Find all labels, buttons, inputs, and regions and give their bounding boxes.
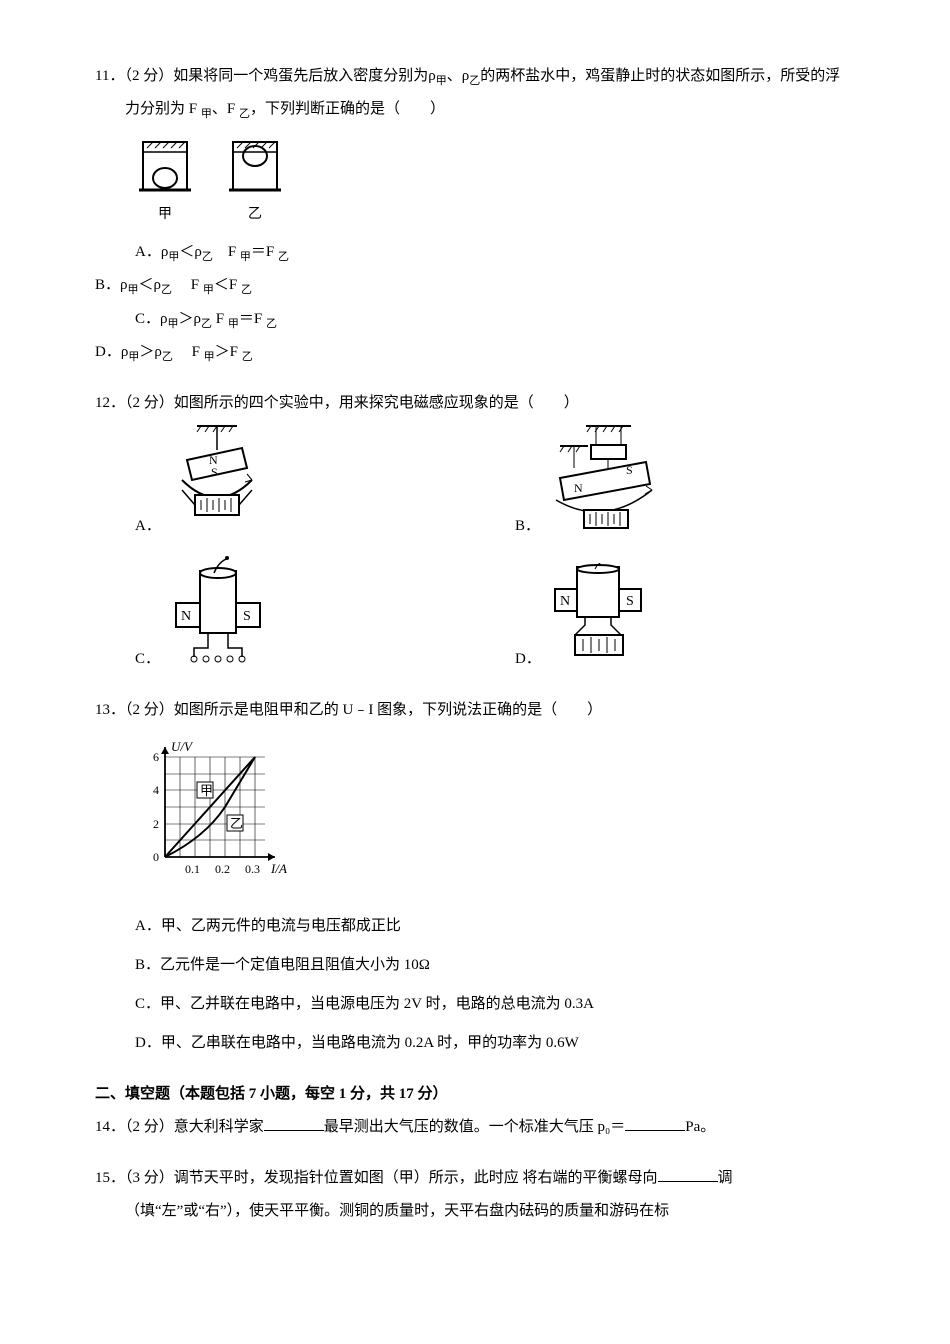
svg-text:U/V: U/V [171,739,194,754]
q13-number: 13．（2 分） [95,702,174,718]
q11-option-d: D．ρ甲＞ρ乙 F 甲＞F 乙 [95,336,475,369]
section-2-header: 二、填空题（本题包括 7 小题，每空 1 分，共 17 分） [95,1078,855,1111]
q12-stem: 12．（2 分）如图所示的四个实验中，用来探究电磁感应现象的是（ ） [95,387,855,420]
question-11: 11．（2 分）如果将同一个鸡蛋先后放入密度分别为ρ甲、ρ乙的两杯盐水中，鸡蛋静… [95,60,855,369]
q12-figure-d: N S [547,563,657,676]
q13-option-a: A．甲、乙两元件的电流与电压都成正比 [135,910,855,943]
series-jia-label: 甲 [200,783,213,798]
q14-number: 14．（2 分） [95,1119,174,1135]
q13-stem: 13．（2 分）如图所示是电阻甲和乙的 U﹣I 图象，下列说法正确的是（ ） [95,694,855,727]
blank [658,1166,718,1182]
svg-text:S: S [243,609,251,624]
q12-number: 12．（2 分） [95,395,174,411]
beaker-jia-label: 甲 [135,200,195,231]
q12-label-d: D． [515,643,541,676]
q13-option-c: C．甲、乙并联在电路中，当电源电压为 2V 时，电路的总电流为 0.3A [135,988,855,1021]
svg-text:0: 0 [153,850,159,864]
svg-text:N: N [181,609,191,624]
svg-text:S: S [626,463,633,477]
svg-text:I/A: I/A [270,861,287,876]
svg-text:6: 6 [153,750,159,764]
blank [625,1115,685,1131]
beaker-yi: 乙 [225,136,285,231]
q13-graph: 甲 乙 0 2 4 6 0.1 0.2 0.3 U/V I/A [135,737,855,900]
question-14: 14．（2 分）意大利科学家最早测出大气压的数值。一个标准大气压 p₀＝Pa。 [95,1111,855,1144]
q13-options: A．甲、乙两元件的电流与电压都成正比 B．乙元件是一个定值电阻且阻值大小为 10… [95,910,855,1060]
q13-option-d: D．甲、乙串联在电路中，当电路电流为 0.2A 时，甲的功率为 0.6W [135,1027,855,1060]
q12-figure-a: N S [167,420,277,543]
question-13: 13．（2 分）如图所示是电阻甲和乙的 U﹣I 图象，下列说法正确的是（ ） [95,694,855,1060]
blank [264,1115,324,1131]
question-12: 12．（2 分）如图所示的四个实验中，用来探究电磁感应现象的是（ ） A． N … [95,387,855,676]
q11-option-c: C．ρ甲＞ρ乙 F 甲＝F 乙 [95,303,515,336]
q15-number: 15．（3 分） [95,1170,174,1186]
svg-text:N: N [560,594,570,609]
svg-text:S: S [211,465,218,479]
q12-row1: A． N S [95,420,855,543]
question-15: 15．（3 分）调节天平时，发现指针位置如图（甲）所示，此时应 将右端的平衡螺母… [95,1162,855,1228]
q11-number: 11．（2 分） [95,68,173,84]
svg-text:2: 2 [153,817,159,831]
q12-label-b: B． [515,510,540,543]
svg-text:0.2: 0.2 [215,862,230,876]
q12-figure-c: N S [166,553,276,676]
beaker-jia-svg [135,136,195,196]
svg-text:4: 4 [153,783,159,797]
beaker-yi-label: 乙 [225,200,285,231]
q11-figure: 甲 乙 [135,136,855,231]
q11-option-a: A．ρ甲＜ρ乙 F 甲＝F 乙 [95,236,515,269]
q11-stem: 11．（2 分）如果将同一个鸡蛋先后放入密度分别为ρ甲、ρ乙的两杯盐水中，鸡蛋静… [95,60,855,126]
svg-text:N: N [574,481,583,495]
q11-option-b: B．ρ甲＜ρ乙 F 甲＜F 乙 [95,269,475,302]
svg-text:0.3: 0.3 [245,862,260,876]
svg-text:0.1: 0.1 [185,862,200,876]
q12-label-a: A． [135,510,161,543]
q11-options: A．ρ甲＜ρ乙 F 甲＝F 乙 B．ρ甲＜ρ乙 F 甲＜F 乙 C．ρ甲＞ρ乙 … [95,236,855,369]
series-yi-label: 乙 [230,816,243,831]
q12-label-c: C． [135,643,160,676]
q13-option-b: B．乙元件是一个定值电阻且阻值大小为 10Ω [135,949,855,982]
q12-row2: C． N S [95,553,855,676]
beaker-yi-svg [225,136,285,196]
beaker-jia: 甲 [135,136,195,231]
svg-text:S: S [626,594,634,609]
q12-figure-b: S N [546,420,666,543]
